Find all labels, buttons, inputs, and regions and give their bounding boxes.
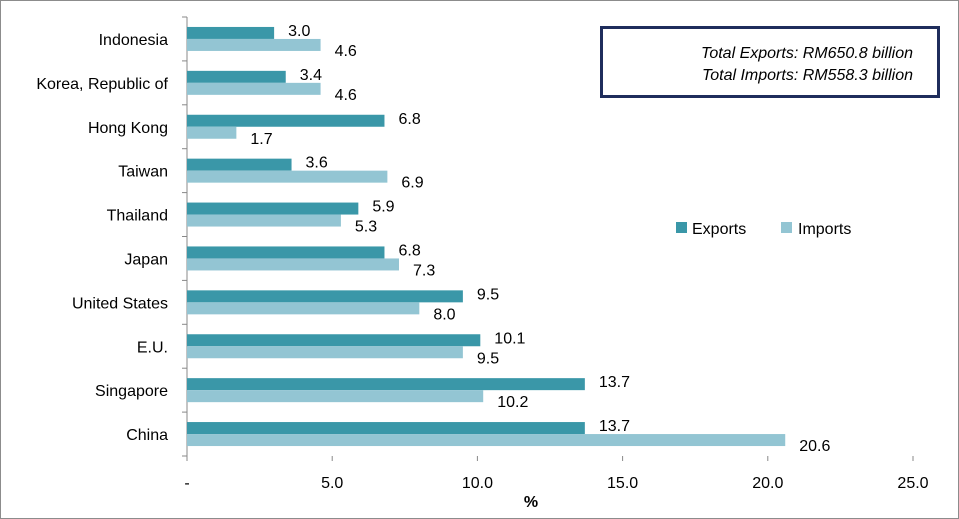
bar-exports (187, 378, 585, 391)
x-tick-label: 20.0 (752, 475, 783, 492)
bar-imports (187, 170, 388, 183)
data-label-exports: 5.9 (372, 199, 394, 216)
data-label-exports: 3.4 (300, 67, 322, 84)
x-axis-title: % (524, 494, 538, 511)
legend-label-imports: Imports (798, 221, 851, 238)
bar-exports (187, 70, 286, 83)
data-label-exports: 13.7 (599, 418, 630, 435)
data-label-exports: 3.6 (306, 155, 328, 172)
x-tick-label: 15.0 (607, 475, 638, 492)
totals-box: Total Exports: RM650.8 billion Total Imp… (600, 26, 940, 98)
total-exports-text: Total Exports: RM650.8 billion (701, 45, 913, 62)
data-label-imports: 4.6 (335, 43, 357, 60)
data-label-imports: 5.3 (355, 219, 377, 236)
data-label-exports: 6.8 (398, 111, 420, 128)
x-tick-label: 25.0 (897, 475, 928, 492)
category-label: Korea, Republic of (36, 76, 168, 93)
category-label: Hong Kong (88, 120, 168, 137)
bar-exports (187, 158, 292, 171)
category-label: Indonesia (99, 32, 168, 49)
category-label: Thailand (107, 208, 168, 225)
bar-exports (187, 422, 585, 435)
bar-exports (187, 334, 481, 347)
x-tick-label: - (184, 475, 189, 492)
x-tick-label: 10.0 (462, 475, 493, 492)
legend-label-exports: Exports (692, 221, 746, 238)
bar-exports (187, 290, 463, 303)
category-label: United States (72, 295, 168, 312)
data-label-imports: 6.9 (401, 175, 423, 192)
data-label-exports: 10.1 (494, 330, 525, 347)
data-label-imports: 4.6 (335, 87, 357, 104)
data-label-exports: 6.8 (398, 242, 420, 259)
total-imports-text: Total Imports: RM558.3 billion (701, 67, 913, 84)
legend-swatch-exports (676, 222, 687, 233)
data-label-imports: 7.3 (413, 262, 435, 279)
data-label-exports: 3.0 (288, 23, 310, 40)
category-label: Taiwan (118, 164, 168, 181)
data-label-imports: 9.5 (477, 350, 499, 367)
data-label-exports: 13.7 (599, 374, 630, 391)
bar-imports (187, 82, 321, 95)
bar-imports (187, 390, 484, 403)
bar-imports (187, 126, 237, 139)
data-label-exports: 9.5 (477, 286, 499, 303)
bar-imports (187, 258, 399, 271)
x-tick-label: 5.0 (321, 475, 343, 492)
data-label-imports: 8.0 (433, 306, 455, 323)
bar-exports (187, 114, 385, 127)
bar-imports (187, 434, 786, 447)
category-label: Singapore (95, 383, 168, 400)
data-label-imports: 1.7 (250, 131, 272, 148)
bar-exports (187, 246, 385, 259)
bar-imports (187, 302, 420, 315)
data-label-imports: 10.2 (497, 394, 528, 411)
category-label: E.U. (137, 339, 168, 356)
bar-imports (187, 346, 463, 359)
category-label: Japan (124, 251, 168, 268)
data-label-imports: 20.6 (799, 438, 830, 455)
legend-swatch-imports (781, 222, 792, 233)
bar-exports (187, 202, 359, 215)
category-label: China (126, 427, 168, 444)
bar-exports (187, 26, 275, 39)
bar-imports (187, 214, 341, 227)
bar-imports (187, 38, 321, 51)
